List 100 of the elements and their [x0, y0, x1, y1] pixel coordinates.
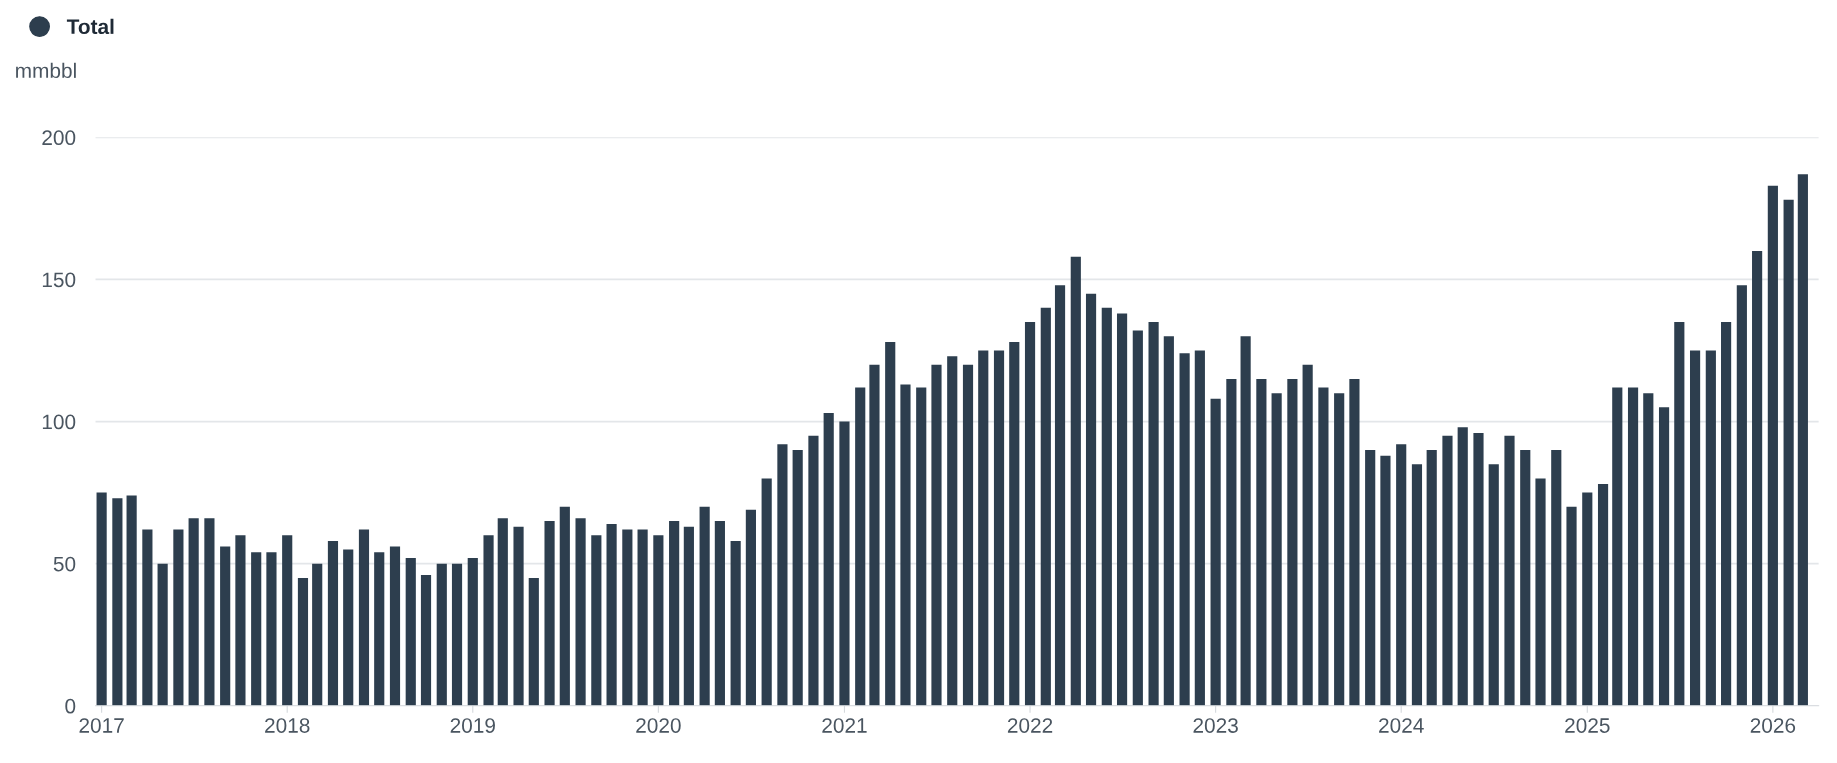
bar	[1194, 350, 1205, 706]
bar	[1054, 285, 1066, 706]
bar	[1674, 322, 1685, 706]
bar	[327, 540, 339, 706]
bar	[993, 350, 1005, 706]
bar	[544, 521, 555, 706]
bar	[900, 384, 911, 706]
bar	[1582, 492, 1593, 706]
bar	[1473, 432, 1484, 706]
bar	[978, 350, 989, 706]
bar	[855, 387, 866, 706]
x-tick-label: 2017	[79, 718, 124, 733]
bar	[761, 478, 772, 706]
bar	[1085, 293, 1097, 706]
bar	[513, 526, 524, 706]
bar	[220, 546, 231, 706]
bar	[575, 518, 586, 706]
bar	[947, 356, 958, 706]
bar	[1627, 387, 1639, 706]
y-tick-label: 100	[42, 414, 76, 430]
x-tick-label: 2025	[1565, 718, 1610, 733]
bar	[777, 444, 788, 706]
bar	[591, 535, 602, 706]
bar	[1240, 336, 1251, 706]
bar	[1101, 307, 1112, 706]
bar	[204, 518, 215, 706]
bar	[173, 529, 184, 706]
bar	[1302, 364, 1313, 706]
bar	[559, 506, 570, 706]
bar	[188, 518, 199, 706]
bar	[916, 387, 927, 706]
bar	[931, 364, 942, 706]
bar	[1597, 484, 1609, 706]
bar	[1226, 378, 1237, 706]
x-tick-label: 2021	[822, 718, 867, 733]
bar	[1271, 393, 1282, 706]
bar	[1318, 387, 1329, 706]
bar	[1551, 449, 1562, 706]
bar	[157, 563, 168, 706]
bar	[730, 540, 741, 706]
bar	[483, 535, 494, 706]
bar	[1132, 330, 1143, 706]
bar	[1256, 378, 1267, 706]
bar	[606, 523, 617, 706]
bar	[1612, 387, 1623, 706]
bar	[1116, 313, 1128, 706]
bar	[405, 557, 416, 706]
bar	[1442, 435, 1453, 706]
bar	[1148, 322, 1159, 706]
bar	[1767, 185, 1778, 706]
bar	[1752, 251, 1763, 706]
bar	[669, 521, 680, 706]
bar	[142, 529, 153, 706]
bar	[622, 529, 633, 706]
bar	[1658, 407, 1670, 706]
bar	[808, 435, 819, 706]
bar	[792, 449, 803, 706]
bar	[1365, 449, 1376, 706]
y-axis-title: mmbbl	[16, 62, 76, 79]
x-tick-label: 2019	[450, 718, 495, 733]
bar	[1334, 393, 1345, 706]
x-tick-label: 2026	[1750, 718, 1796, 733]
bar	[1689, 350, 1701, 706]
x-tick-label: 2020	[636, 718, 681, 733]
bar	[266, 552, 277, 706]
bar	[1535, 478, 1546, 706]
bar	[374, 552, 385, 706]
bar	[1488, 464, 1499, 706]
bar	[1380, 455, 1391, 706]
bar	[96, 492, 107, 706]
bar	[1179, 353, 1190, 706]
bar	[1411, 464, 1423, 706]
bar	[467, 557, 478, 706]
bar	[839, 421, 850, 706]
bar	[885, 341, 896, 706]
bar	[823, 413, 834, 706]
bar	[343, 549, 354, 706]
bar	[637, 529, 648, 706]
bar	[112, 498, 123, 706]
bar	[436, 563, 447, 706]
bar	[1163, 336, 1174, 706]
bar	[699, 506, 710, 706]
bar	[1721, 322, 1732, 706]
bar	[1504, 435, 1515, 706]
bar	[1210, 398, 1221, 706]
x-tick-label: 2024	[1379, 718, 1424, 733]
bar	[297, 577, 309, 706]
x-tick-label: 2023	[1193, 718, 1238, 733]
y-tick-label: 50	[53, 556, 76, 572]
bar	[653, 535, 664, 706]
bar	[1040, 307, 1051, 706]
x-tick-label: 2022	[1007, 718, 1053, 733]
bar	[282, 535, 293, 706]
y-tick-label: 200	[42, 130, 76, 146]
bar	[389, 546, 401, 706]
bar	[1287, 378, 1298, 706]
bar	[1797, 174, 1808, 706]
legend-label: Total	[66, 18, 114, 35]
bar	[869, 364, 880, 706]
bar	[1643, 393, 1654, 706]
